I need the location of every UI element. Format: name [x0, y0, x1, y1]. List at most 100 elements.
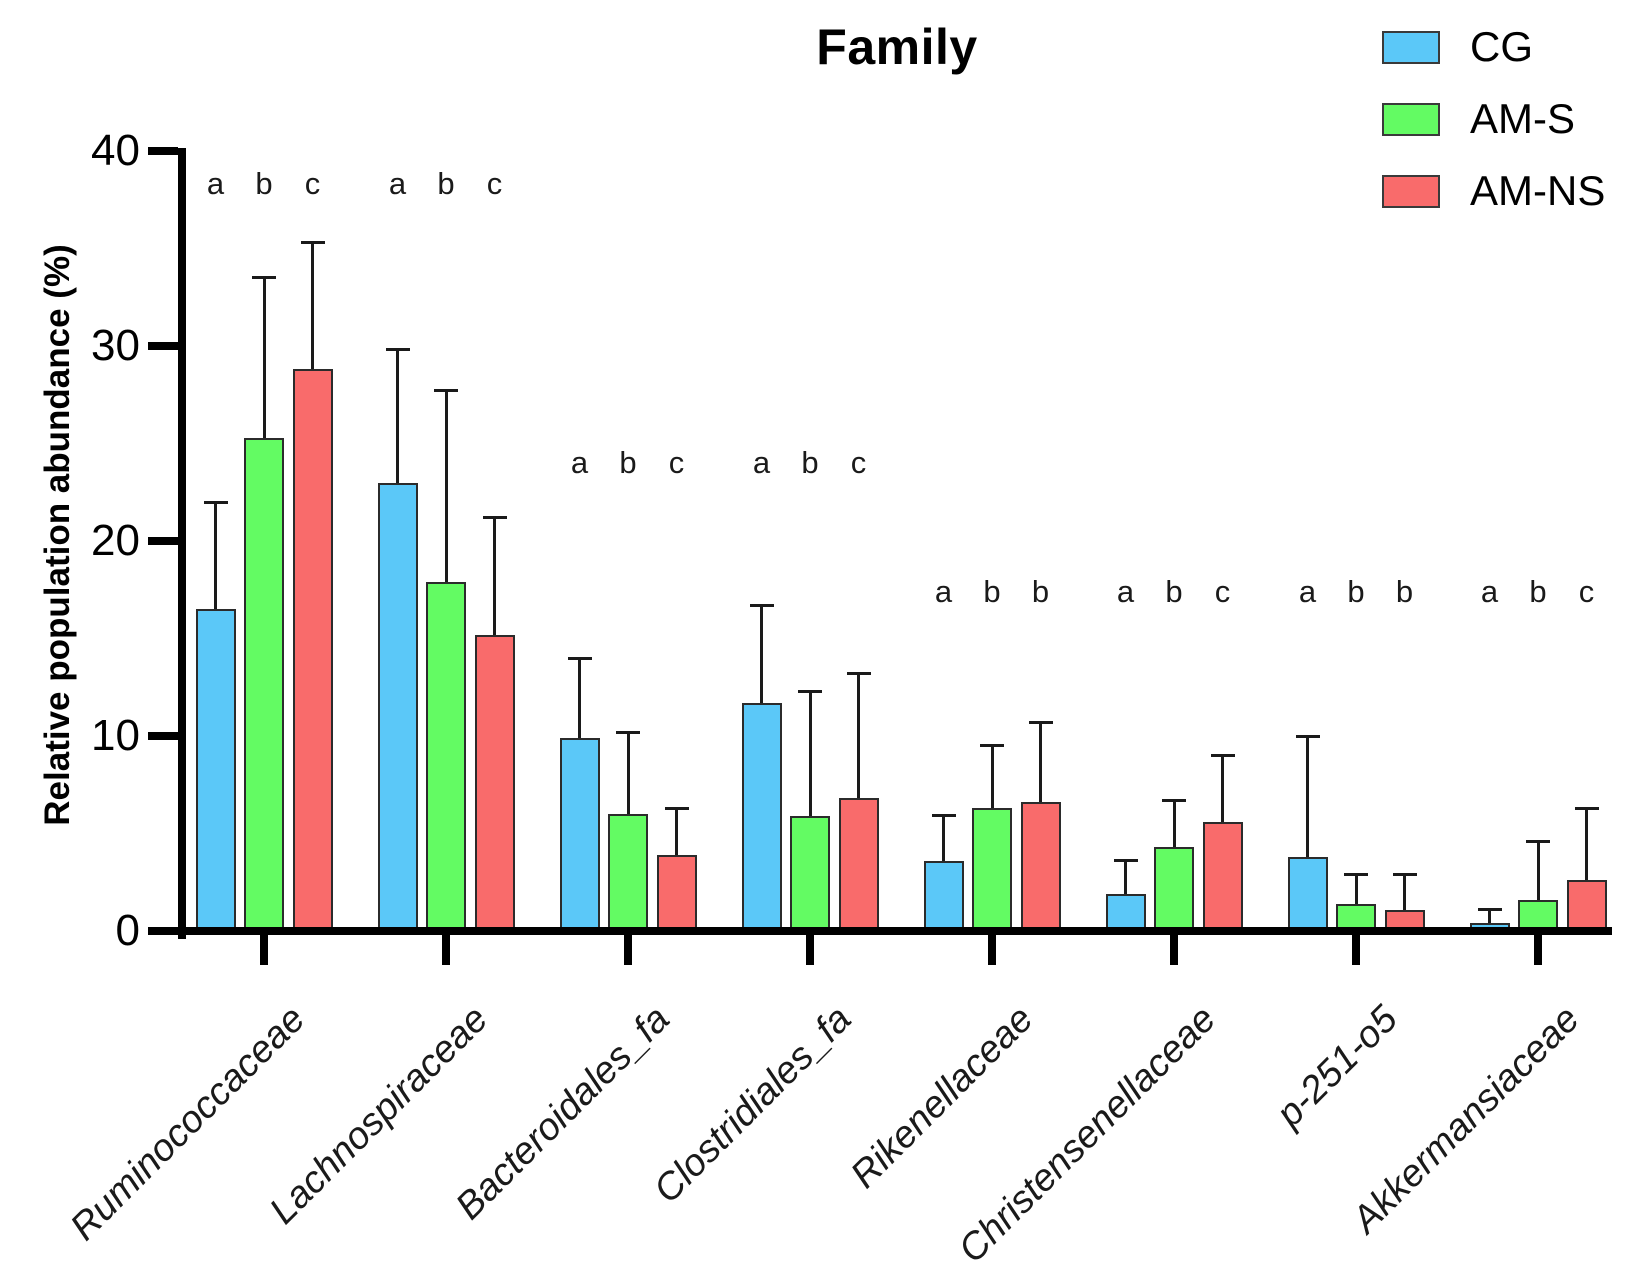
significance-letter: b — [1165, 573, 1183, 609]
y-tick-label: 30 — [91, 321, 140, 370]
y-tick — [148, 537, 178, 545]
x-tick-label: Clostridiales_fa — [646, 998, 860, 1212]
significance-letter: a — [1480, 573, 1499, 609]
significance-letter: a — [388, 166, 407, 202]
error-bar — [626, 732, 630, 816]
bar — [559, 737, 600, 935]
significance-letter: a — [934, 573, 953, 609]
bar — [838, 798, 879, 935]
error-bar — [396, 349, 399, 485]
x-tick — [806, 935, 814, 965]
significance-letter: a — [570, 445, 589, 480]
bar — [1202, 821, 1243, 935]
significance-letter: b — [801, 445, 819, 480]
error-bar-cap — [1574, 806, 1599, 810]
bar — [1287, 856, 1328, 935]
x-tick — [624, 935, 632, 965]
x-tick — [260, 935, 268, 965]
error-bar-cap — [434, 389, 458, 393]
legend-swatch-am-s — [1382, 102, 1440, 136]
bar — [608, 814, 648, 935]
y-tick-label: 0 — [115, 906, 140, 955]
error-bar-cap — [931, 814, 956, 818]
error-bar-cap — [1526, 839, 1550, 843]
y-tick-label: 40 — [91, 126, 140, 175]
error-bar — [311, 242, 314, 372]
bar — [656, 854, 697, 935]
error-bar-cap — [482, 516, 507, 520]
x-tick — [1534, 935, 1542, 965]
error-bar — [444, 390, 448, 584]
significance-letter: b — [1347, 573, 1365, 609]
bar — [1566, 880, 1607, 935]
legend-label-cg: CG — [1470, 23, 1533, 70]
y-tick — [148, 732, 178, 740]
significance-letter: b — [1395, 573, 1414, 609]
error-bar — [1488, 909, 1491, 926]
error-bar-cap — [664, 806, 689, 810]
error-bar-cap — [1477, 908, 1502, 912]
error-bar — [1124, 860, 1127, 896]
error-bar-cap — [1028, 720, 1053, 724]
error-bar — [1221, 755, 1224, 824]
bar — [741, 702, 782, 935]
error-bar-cap — [1113, 859, 1138, 863]
error-bar — [1354, 874, 1358, 906]
significance-letter: b — [437, 166, 455, 202]
error-bar-cap — [203, 500, 228, 504]
bar — [426, 581, 466, 935]
y-tick-label: 20 — [91, 516, 140, 565]
error-bar — [857, 673, 860, 801]
significance-letter: c — [1578, 573, 1595, 609]
chart-title: Family — [816, 19, 978, 75]
error-bar — [760, 605, 763, 705]
error-bar-cap — [616, 730, 640, 734]
significance-letter: b — [1031, 573, 1050, 609]
bar — [790, 815, 830, 935]
significance-letter: b — [983, 573, 1001, 609]
error-bar-cap — [1295, 734, 1320, 738]
x-tick — [1352, 935, 1360, 965]
legend-label-am-s: AM-S — [1470, 95, 1575, 142]
legend-item-am-s: AM-S — [1382, 95, 1605, 142]
significance-letter: c — [304, 166, 321, 202]
error-bar — [942, 815, 945, 863]
bar — [972, 808, 1012, 935]
error-bar-cap — [1392, 872, 1417, 876]
bar — [195, 609, 236, 935]
significance-letter: a — [752, 445, 771, 480]
error-bar-cap — [846, 672, 871, 676]
x-tick-label: Rikenellaceae — [843, 998, 1042, 1197]
x-tick — [988, 935, 996, 965]
y-tick-label: 10 — [91, 711, 140, 760]
legend-label-am-ns: AM-NS — [1470, 167, 1606, 214]
error-bar — [1306, 736, 1309, 859]
error-bar-cap — [567, 656, 592, 660]
error-bar — [578, 658, 581, 740]
error-bar — [214, 502, 217, 612]
error-bar — [1172, 800, 1176, 850]
significance-letter: b — [619, 445, 637, 480]
y-tick — [148, 927, 178, 935]
x-tick — [442, 935, 450, 965]
x-axis-line — [178, 927, 1612, 935]
error-bar-cap — [252, 276, 276, 280]
x-tick-label: p-251-o5 — [1268, 998, 1406, 1136]
legend: CG AM-S AM-NS — [1382, 23, 1606, 246]
error-bar — [1403, 874, 1406, 912]
bar — [244, 437, 284, 935]
error-bar-cap — [798, 689, 822, 693]
error-bar-cap — [1162, 798, 1186, 802]
bar — [1020, 802, 1061, 935]
error-bar — [675, 808, 678, 857]
error-bar — [1039, 722, 1042, 805]
significance-letter: c — [668, 445, 685, 480]
error-bar-cap — [1210, 754, 1235, 757]
significance-letter: c — [1214, 573, 1231, 609]
error-bar-cap — [1344, 872, 1368, 876]
error-bar — [1585, 808, 1588, 883]
legend-swatch-am-ns — [1382, 174, 1440, 208]
significance-letter: a — [1116, 573, 1135, 609]
